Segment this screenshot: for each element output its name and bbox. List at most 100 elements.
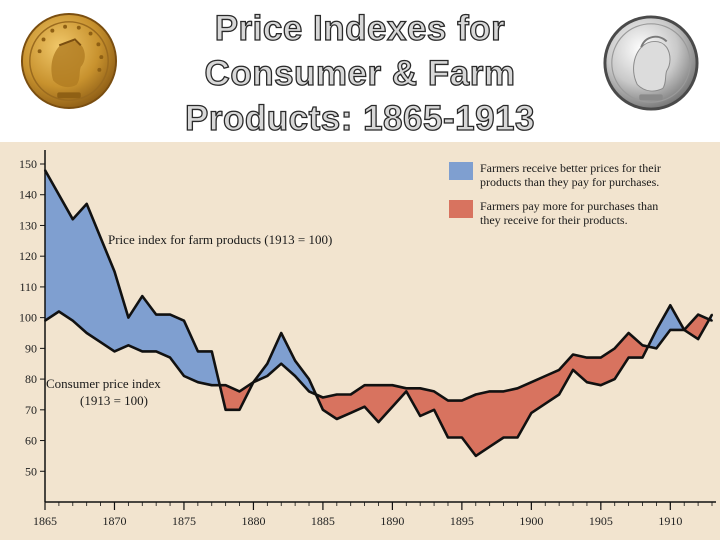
consumer-data-point — [530, 381, 533, 384]
consumer-data-point — [349, 393, 352, 396]
consumer-data-point — [586, 356, 588, 359]
gold-coin-icon — [20, 12, 118, 110]
farm-data-point — [502, 436, 505, 439]
consumer-data-point — [196, 381, 199, 384]
title-line: Price Indexes for — [214, 8, 506, 48]
farm-data-point — [169, 313, 171, 316]
x-tick-label: 1875 — [172, 514, 196, 528]
consumer-series-label: Consumer price index — [46, 376, 161, 391]
consumer-data-point — [294, 375, 297, 377]
legend-text: they receive for their products. — [480, 213, 628, 227]
farm-series-label: Price index for farm products (1913 = 10… — [108, 232, 332, 247]
farm-data-point — [558, 393, 561, 396]
legend-swatch — [449, 200, 473, 218]
farm-data-point — [280, 332, 283, 334]
consumer-data-point — [238, 390, 241, 393]
consumer-data-point — [419, 387, 422, 390]
x-tick-label: 1900 — [519, 514, 543, 528]
farm-data-point — [294, 359, 297, 362]
consumer-data-point — [627, 332, 630, 334]
farm-data-point — [447, 436, 449, 439]
consumer-data-point — [183, 375, 185, 377]
consumer-data-point — [210, 384, 213, 387]
farm-data-point — [210, 350, 213, 353]
axes — [40, 150, 716, 510]
consumer-data-point — [599, 356, 602, 359]
legend-text: Farmers pay more for purchases than — [480, 199, 658, 213]
y-tick-label: 110 — [19, 280, 37, 294]
farm-data-point — [335, 418, 338, 420]
consumer-data-point — [641, 344, 644, 347]
legend: Farmers receive better prices for theirp… — [449, 161, 661, 227]
farm-data-point — [363, 405, 366, 408]
farm-data-point — [711, 313, 713, 316]
farm-data-point — [572, 368, 574, 371]
consumer-data-point — [655, 347, 658, 350]
y-tick-label: 80 — [25, 372, 37, 386]
farm-data-point — [391, 405, 394, 408]
title-line: Consumer & Farm — [204, 53, 516, 93]
consumer-data-point — [308, 390, 310, 393]
y-tick-label: 50 — [25, 464, 37, 478]
farm-data-point — [655, 329, 658, 331]
farm-data-point — [266, 362, 269, 365]
consumer-data-point — [85, 332, 88, 334]
x-tick-label: 1910 — [658, 514, 682, 528]
consumer-data-point — [322, 396, 324, 399]
consumer-data-point — [280, 362, 283, 365]
farm-data-point — [460, 436, 463, 439]
consumer-data-point — [572, 353, 574, 356]
page-title: Price Indexes for Consumer & Farm Produc… — [130, 6, 590, 141]
farm-data-point — [641, 356, 644, 359]
farm-data-point — [196, 350, 199, 353]
x-tick-label: 1905 — [589, 514, 613, 528]
farm-data-point — [544, 402, 547, 405]
title-line: Products: 1865-1913 — [184, 98, 535, 138]
farm-data-point — [669, 304, 672, 307]
farm-data-point — [474, 455, 477, 457]
farm-data-point — [71, 218, 74, 221]
consumer-data-point — [488, 390, 491, 393]
farm-data-point — [488, 445, 491, 448]
farm-data-point — [419, 415, 422, 417]
series-lines — [43, 169, 714, 458]
consumer-data-point — [669, 329, 672, 331]
consumer-data-point — [697, 313, 700, 316]
y-tick-label: 120 — [19, 249, 37, 263]
price-index-chart: 50 60 70 80 90 100 110 120 130 140 150 1865 1870 1875… — [0, 142, 720, 540]
consumer-data-point — [683, 329, 686, 331]
consumer-data-point — [224, 384, 227, 387]
consumer-data-point — [613, 347, 616, 350]
farm-data-point — [586, 381, 588, 384]
farm-data-point — [113, 270, 116, 273]
farm-data-point — [238, 408, 241, 411]
consumer-data-point — [127, 344, 130, 347]
consumer-data-point — [71, 319, 74, 322]
fill-region-above — [45, 170, 220, 386]
y-tick-label: 130 — [19, 218, 37, 232]
consumer-data-point — [141, 350, 144, 353]
consumer-data-point — [169, 356, 171, 359]
consumer-data-point — [99, 341, 102, 344]
farm-data-point — [516, 436, 519, 439]
y-tick-label: 90 — [25, 341, 37, 355]
legend-text: Farmers receive better prices for their — [480, 161, 661, 175]
tick-labels: 50 60 70 80 90 100 110 120 130 140 150 1865 1870 1875… — [19, 157, 682, 528]
x-tick-label: 1895 — [450, 514, 474, 528]
consumer-data-point — [711, 319, 713, 322]
x-tick-label: 1890 — [380, 514, 404, 528]
y-tick-label: 150 — [19, 157, 37, 171]
consumer-data-point — [558, 368, 561, 371]
legend-swatch — [449, 162, 473, 180]
silver-coin-icon — [603, 15, 699, 111]
farm-data-point — [405, 390, 408, 393]
consumer-data-point — [113, 350, 116, 353]
farm-data-point — [599, 384, 602, 387]
farm-data-point — [530, 411, 533, 414]
consumer-data-point — [377, 384, 380, 387]
consumer-data-point — [460, 399, 463, 402]
x-tick-label: 1865 — [33, 514, 57, 528]
farm-data-point — [433, 408, 435, 411]
x-tick-label: 1880 — [241, 514, 265, 528]
farm-data-point — [224, 408, 227, 411]
